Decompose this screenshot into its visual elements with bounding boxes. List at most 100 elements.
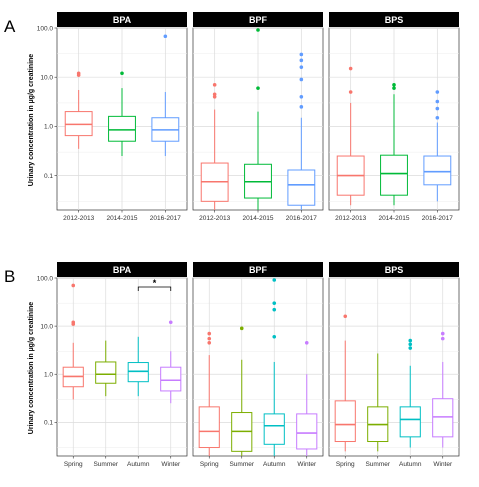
box [287,169,316,206]
outlier-point [239,326,244,331]
box [127,362,149,383]
x-tick-label: Autumn [127,461,150,468]
outlier-point [408,342,413,347]
panel-label: A [4,17,16,36]
outlier-point [256,86,260,90]
box [108,115,136,142]
outlier-point [212,83,217,87]
outlier-point [272,278,277,282]
outlier-point [256,28,260,32]
outlier-point [392,83,396,87]
x-tick-label: 2014-2015 [378,215,409,222]
box [399,406,421,438]
outlier-point [272,334,277,339]
outlier-point [343,314,348,319]
box [380,154,408,196]
y-tick-label: 1.0 [44,124,53,131]
outlier-point [299,52,304,57]
x-tick-label: Winter [161,461,181,468]
x-tick-label: Summer [365,461,390,468]
facet-title: BPS [385,265,404,275]
x-tick-label: Spring [200,461,219,468]
y-tick-label: 10.0 [40,323,53,330]
outlier-point [299,65,304,69]
y-tick-label: 100.0 [37,25,54,32]
box [432,398,454,438]
y-axis-label: Urinary concentration in µg/g creatinine [28,302,35,434]
outlier-point [408,338,413,343]
outlier-point [299,58,304,63]
x-tick-label: Winter [433,461,453,468]
outlier-point [71,283,76,288]
panel-label: B [4,267,15,286]
x-tick-label: Winter [297,461,317,468]
outlier-point [435,90,440,94]
x-tick-label: Summer [229,461,254,468]
outlier-point [207,331,212,336]
outlier-point [163,34,168,39]
x-tick-label: 2016-2017 [422,215,453,222]
y-axis-label: Urinary concentration in µg/g creatinine [28,54,35,186]
outlier-point [76,71,81,76]
facet-strip [57,262,187,277]
outlier-point [168,320,173,325]
facet-strip [193,12,323,27]
x-tick-label: 2016-2017 [150,215,181,222]
box [198,406,220,449]
outlier-point [212,92,217,97]
box [423,155,452,186]
facet-strip [329,12,459,27]
box [95,361,117,384]
facet-title: BPF [249,265,268,275]
x-tick-label: 2014-2015 [242,215,273,222]
y-tick-label: 100.0 [37,275,54,282]
y-tick-label: 0.1 [44,420,53,427]
outlier-point [207,336,212,341]
box [334,400,356,443]
x-tick-label: 2014-2015 [106,215,137,222]
x-tick-label: 2016-2017 [286,215,317,222]
significance-label: * [153,278,157,288]
outlier-point [272,301,277,305]
outlier-point [392,86,396,90]
facet-strip [193,262,323,277]
outlier-point [272,307,277,312]
facet-strip [329,262,459,277]
x-tick-label: 2012-2013 [199,215,230,222]
facet-title: BPS [385,15,404,25]
outlier-point [212,94,217,99]
y-tick-label: 0.1 [44,173,53,180]
box [263,413,285,445]
outlier-point [408,346,413,350]
x-tick-label: Spring [336,461,355,468]
outlier-point [440,336,445,341]
x-tick-label: 2012-2013 [63,215,94,222]
y-tick-label: 10.0 [40,75,53,82]
outlier-point [435,99,440,104]
x-tick-label: 2012-2013 [335,215,366,222]
x-tick-label: Autumn [263,461,286,468]
box [160,366,182,392]
outlier-point [435,106,440,111]
y-tick-label: 1.0 [44,372,53,379]
outlier-point [299,77,304,82]
facet-title: BPA [113,15,132,25]
outlier-point [299,94,304,99]
box [296,413,318,450]
facet-strip [57,12,187,27]
outlier-point [207,341,212,345]
facet-title: BPA [113,265,132,275]
x-tick-label: Autumn [399,461,422,468]
outlier-point [440,331,445,336]
outlier-point [71,320,76,325]
significance-bracket [137,286,172,291]
outlier-point [435,115,440,120]
facet-title: BPF [249,15,268,25]
outlier-point [348,66,353,71]
x-tick-label: Summer [93,461,118,468]
outlier-point [120,71,124,76]
outlier-point [304,341,309,345]
outlier-point [299,105,304,109]
outlier-point [348,90,353,94]
